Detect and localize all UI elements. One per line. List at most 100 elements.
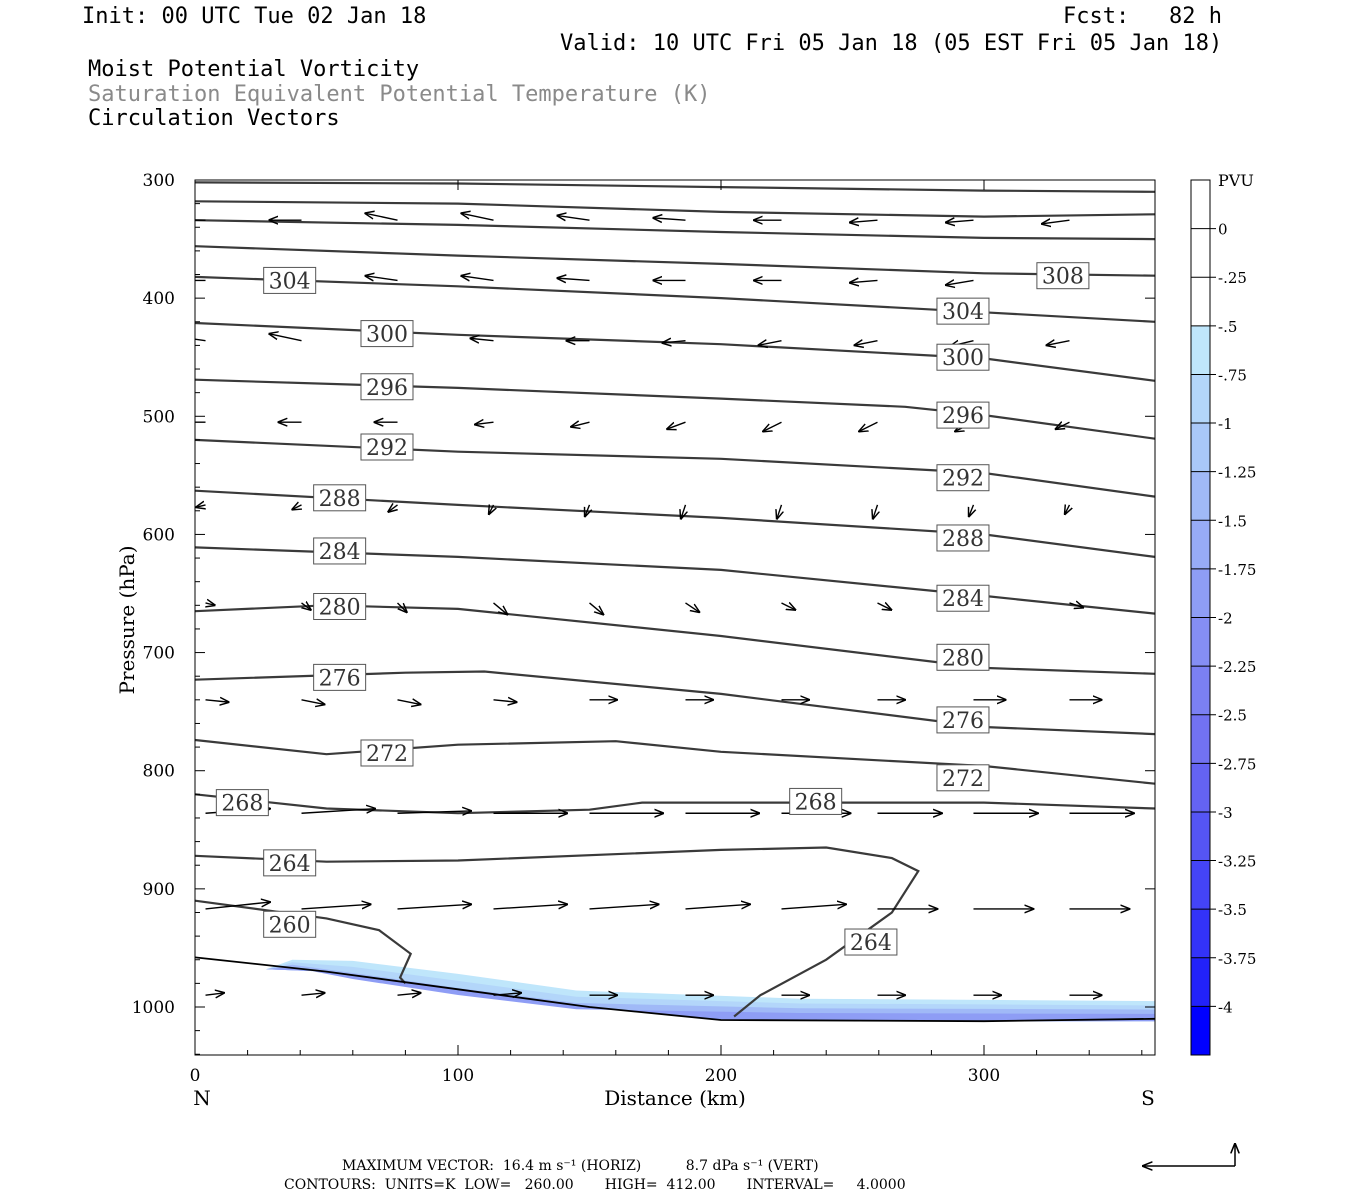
- vector-arrow: [1056, 422, 1070, 429]
- svg-text:292: 292: [942, 467, 984, 492]
- vector-arrow: [1046, 341, 1070, 346]
- legend-swatch: [1191, 325, 1210, 375]
- legend-label: -.75: [1218, 366, 1247, 384]
- contour-label-260: 260: [263, 910, 317, 938]
- vector-arrow: [301, 809, 376, 814]
- forecast-hour: Fcst: 82 h: [1063, 4, 1222, 29]
- contour-label-264: 264: [844, 928, 898, 956]
- contour-label-292: 292: [360, 433, 414, 461]
- legend-swatch: [1191, 763, 1210, 812]
- legend-swatch: [1191, 520, 1210, 569]
- vector-arrow: [301, 603, 311, 610]
- vector-arrow: [1042, 220, 1070, 224]
- legend-swatch: [1191, 860, 1210, 910]
- vector-arrow: [758, 341, 782, 346]
- vector-arrow: [397, 811, 472, 813]
- vector-arrow: [206, 603, 215, 605]
- y-tick-label: 800: [143, 762, 175, 782]
- legend-swatch: [1191, 1006, 1210, 1055]
- legend-label: -4: [1218, 998, 1233, 1016]
- contour-line-276: [195, 670, 1155, 736]
- vector-arrow: [205, 902, 270, 910]
- legend-label: -2: [1218, 610, 1233, 628]
- x-tick-label: 200: [705, 1066, 737, 1086]
- vector-arrow: [461, 276, 494, 281]
- x-end-label-north: N: [193, 1086, 211, 1110]
- contour-label-276: 276: [313, 663, 367, 691]
- legend-swatch: [1191, 277, 1210, 326]
- vector-arrow: [489, 505, 494, 514]
- contour-line-272: [195, 738, 1155, 785]
- vector-arrow: [662, 341, 686, 343]
- vector-arrow: [397, 904, 472, 910]
- svg-text:284: 284: [942, 587, 984, 612]
- y-tick-label: 400: [143, 289, 175, 309]
- contour-line-268: [195, 793, 1155, 815]
- contour-label-300: 300: [360, 320, 414, 348]
- legend-swatch: [1191, 180, 1210, 229]
- vector-arrow: [301, 700, 325, 705]
- svg-text:260: 260: [269, 913, 311, 938]
- svg-text:276: 276: [319, 666, 361, 691]
- svg-text:304: 304: [942, 300, 984, 325]
- legend-label: -3.75: [1218, 950, 1256, 968]
- legend-swatch: [1191, 909, 1210, 958]
- y-axis-label: Pressure (hPa): [115, 546, 139, 695]
- legend-swatch: [1191, 471, 1210, 521]
- vector-arrow: [557, 278, 590, 280]
- vector-arrow: [269, 334, 302, 342]
- contour-label-272: 272: [360, 739, 414, 767]
- vector-arrow: [195, 338, 206, 342]
- svg-text:304: 304: [269, 269, 311, 294]
- vector-arrow: [388, 505, 398, 512]
- vector-arrow: [859, 421, 878, 431]
- vector-arrow: [850, 220, 878, 222]
- vector-arrow: [969, 504, 974, 517]
- legend-label: -3.5: [1218, 901, 1247, 919]
- valid-time: Valid: 10 UTC Fri 05 Jan 18 (05 EST Fri …: [560, 31, 1223, 56]
- legend-swatch: [1191, 617, 1210, 667]
- vector-arrow: [365, 213, 398, 221]
- svg-text:296: 296: [366, 376, 408, 401]
- contour-line-288: [195, 489, 1155, 558]
- vector-arrow: [397, 700, 421, 705]
- x-end-label-south: S: [1141, 1086, 1155, 1110]
- vector-arrow: [685, 602, 699, 612]
- legend-swatch: [1191, 957, 1210, 1007]
- vector-arrow: [667, 421, 686, 429]
- contour-label-264: 264: [263, 849, 317, 877]
- surface-line: [195, 956, 1155, 1023]
- vector-arrow: [685, 904, 749, 910]
- vector-arrow: [557, 216, 590, 221]
- vector-arrow: [196, 505, 205, 507]
- svg-text:264: 264: [850, 931, 892, 956]
- x-tick-label: 100: [442, 1066, 474, 1086]
- contour-line-0: [195, 181, 1155, 193]
- vector-arrow: [763, 421, 782, 431]
- vector-arrow: [493, 602, 508, 615]
- x-tick-label: 300: [968, 1066, 1000, 1086]
- field-title-pv: Moist Potential Vorticity: [88, 57, 420, 82]
- y-tick-label: 300: [143, 171, 175, 191]
- legend-label: -1.75: [1218, 561, 1256, 579]
- svg-text:276: 276: [942, 709, 984, 734]
- contour-label-304: 304: [263, 266, 317, 294]
- vector-arrow: [589, 602, 604, 615]
- contour-label-280: 280: [936, 643, 990, 671]
- svg-text:280: 280: [319, 595, 361, 620]
- contour-label-284: 284: [936, 584, 990, 612]
- contour-label-268: 268: [789, 787, 843, 815]
- legend-label: -2.75: [1218, 755, 1256, 773]
- vector-arrow: [365, 276, 398, 281]
- legend-label: -.25: [1218, 269, 1247, 287]
- vector-arrow: [571, 422, 590, 427]
- contour-label-300: 300: [936, 343, 990, 371]
- vector-arrow: [475, 422, 494, 424]
- legend-swatch: [1191, 568, 1210, 618]
- vector-arrow: [877, 603, 891, 610]
- legend-label: -1: [1218, 415, 1233, 433]
- contour-label-296: 296: [360, 373, 414, 401]
- legend-label: -1.5: [1218, 512, 1247, 530]
- vector-arrow: [1065, 505, 1070, 514]
